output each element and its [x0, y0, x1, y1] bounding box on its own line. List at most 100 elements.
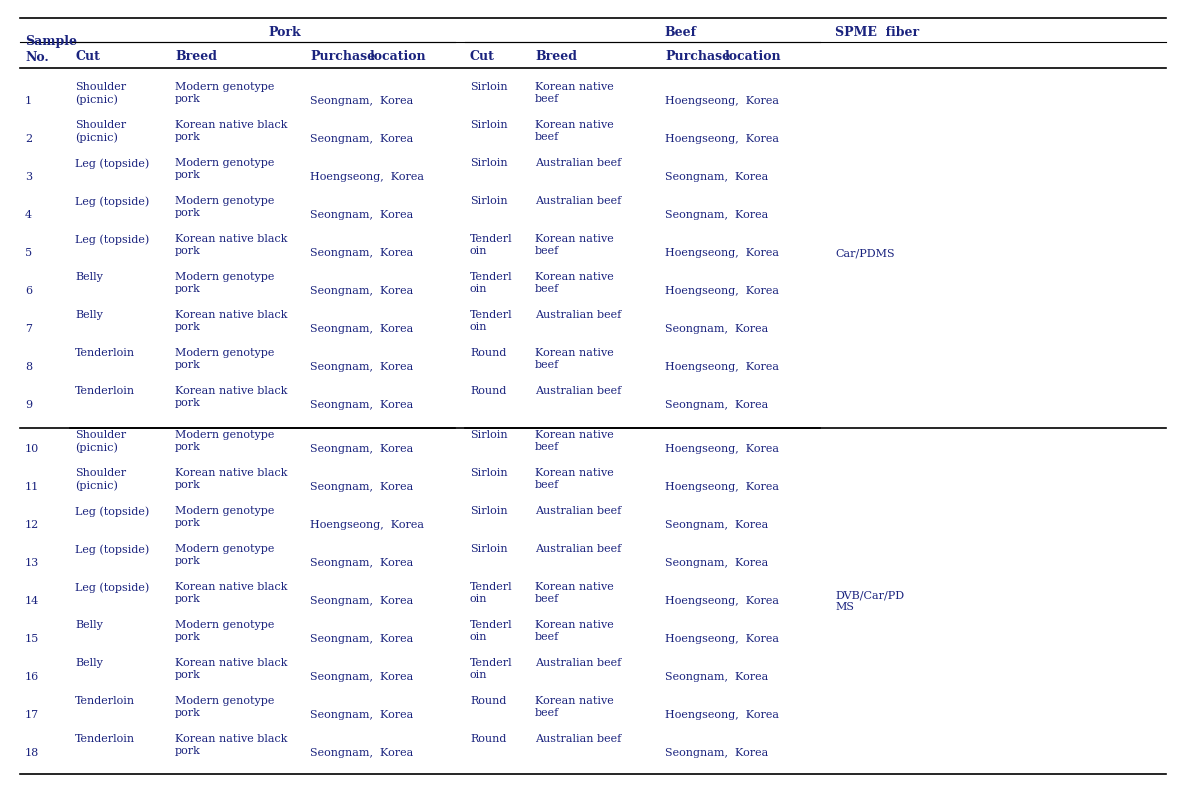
Text: Seongnam,  Korea: Seongnam, Korea — [310, 210, 413, 220]
Text: Seongnam,  Korea: Seongnam, Korea — [310, 134, 413, 144]
Text: Modern genotype
pork: Modern genotype pork — [176, 506, 274, 528]
Text: Round: Round — [470, 386, 506, 396]
Text: 18: 18 — [25, 748, 39, 758]
Text: Tenderloin: Tenderloin — [75, 734, 135, 744]
Text: Korean native
beef: Korean native beef — [535, 348, 613, 370]
Text: 3: 3 — [25, 172, 32, 182]
Text: Tenderl
oin: Tenderl oin — [470, 582, 512, 604]
Text: 17: 17 — [25, 710, 39, 720]
Text: Hoengseong,  Korea: Hoengseong, Korea — [665, 134, 779, 144]
Text: Seongnam,  Korea: Seongnam, Korea — [665, 172, 769, 182]
Text: Modern genotype
pork: Modern genotype pork — [176, 196, 274, 218]
Text: Shoulder
(picnic): Shoulder (picnic) — [75, 468, 126, 491]
Text: Seongnam,  Korea: Seongnam, Korea — [665, 210, 769, 220]
Text: Korean native
beef: Korean native beef — [535, 696, 613, 718]
Text: Hoengseong,  Korea: Hoengseong, Korea — [665, 482, 779, 492]
Text: Modern genotype
pork: Modern genotype pork — [176, 696, 274, 718]
Text: Seongnam,  Korea: Seongnam, Korea — [665, 520, 769, 530]
Text: Korean native black
pork: Korean native black pork — [176, 582, 287, 604]
Text: 5: 5 — [25, 248, 32, 258]
Text: Shoulder
(picnic): Shoulder (picnic) — [75, 430, 126, 453]
Text: Leg (topside): Leg (topside) — [75, 582, 149, 592]
Text: Hoengseong,  Korea: Hoengseong, Korea — [665, 444, 779, 454]
Text: Modern genotype
pork: Modern genotype pork — [176, 348, 274, 370]
Text: 2: 2 — [25, 134, 32, 144]
Text: Round: Round — [470, 696, 506, 706]
Text: Sirloin: Sirloin — [470, 544, 508, 554]
Text: Belly: Belly — [75, 620, 103, 630]
Text: Korean native black
pork: Korean native black pork — [176, 386, 287, 408]
Text: Korean native
beef: Korean native beef — [535, 272, 613, 294]
Text: Leg (topside): Leg (topside) — [75, 544, 149, 554]
Text: Seongnam,  Korea: Seongnam, Korea — [310, 400, 413, 410]
Text: Hoengseong,  Korea: Hoengseong, Korea — [665, 596, 779, 606]
Text: 7: 7 — [25, 324, 32, 334]
Text: Sirloin: Sirloin — [470, 468, 508, 478]
Text: Australian beef: Australian beef — [535, 310, 621, 320]
Text: Sample
No.: Sample No. — [25, 35, 77, 64]
Text: Hoengseong,  Korea: Hoengseong, Korea — [310, 172, 425, 182]
Text: 9: 9 — [25, 400, 32, 410]
Text: Seongnam,  Korea: Seongnam, Korea — [665, 672, 769, 682]
Text: Australian beef: Australian beef — [535, 506, 621, 516]
Text: 16: 16 — [25, 672, 39, 682]
Text: Korean native black
pork: Korean native black pork — [176, 120, 287, 142]
Text: Hoengseong,  Korea: Hoengseong, Korea — [665, 710, 779, 720]
Text: Korean native
beef: Korean native beef — [535, 620, 613, 642]
Text: Korean native
beef: Korean native beef — [535, 582, 613, 604]
Text: Tenderl
oin: Tenderl oin — [470, 620, 512, 642]
Text: Seongnam,  Korea: Seongnam, Korea — [310, 444, 413, 454]
Text: Sirloin: Sirloin — [470, 430, 508, 440]
Text: 15: 15 — [25, 634, 39, 644]
Text: Hoengseong,  Korea: Hoengseong, Korea — [665, 634, 779, 644]
Text: Sirloin: Sirloin — [470, 196, 508, 206]
Text: Tenderl
oin: Tenderl oin — [470, 234, 512, 256]
Text: Cut: Cut — [75, 49, 100, 62]
Text: 11: 11 — [25, 482, 39, 492]
Text: Seongnam,  Korea: Seongnam, Korea — [665, 748, 769, 758]
Text: Sirloin: Sirloin — [470, 120, 508, 130]
Text: Round: Round — [470, 734, 506, 744]
Text: Korean native
beef: Korean native beef — [535, 120, 613, 142]
Text: Modern genotype
pork: Modern genotype pork — [176, 158, 274, 180]
Text: 4: 4 — [25, 210, 32, 220]
Text: Seongnam,  Korea: Seongnam, Korea — [310, 362, 413, 372]
Text: Australian beef: Australian beef — [535, 196, 621, 206]
Text: Shoulder
(picnic): Shoulder (picnic) — [75, 82, 126, 104]
Text: Tenderloin: Tenderloin — [75, 696, 135, 706]
Text: Seongnam,  Korea: Seongnam, Korea — [665, 400, 769, 410]
Text: Belly: Belly — [75, 658, 103, 668]
Text: 6: 6 — [25, 286, 32, 296]
Text: 14: 14 — [25, 596, 39, 606]
Text: Seongnam,  Korea: Seongnam, Korea — [310, 748, 413, 758]
Text: Seongnam,  Korea: Seongnam, Korea — [310, 248, 413, 258]
Text: Korean native black
pork: Korean native black pork — [176, 468, 287, 490]
Text: Round: Round — [470, 348, 506, 358]
Text: Purchase: Purchase — [310, 49, 375, 62]
Text: Modern genotype
pork: Modern genotype pork — [176, 544, 274, 566]
Text: SPME  fiber: SPME fiber — [835, 26, 919, 39]
Text: Korean native black
pork: Korean native black pork — [176, 310, 287, 332]
Text: Modern genotype
pork: Modern genotype pork — [176, 620, 274, 642]
Text: Seongnam,  Korea: Seongnam, Korea — [310, 596, 413, 606]
Text: Purchase: Purchase — [665, 49, 731, 62]
Text: Australian beef: Australian beef — [535, 658, 621, 668]
Text: Korean native
beef: Korean native beef — [535, 82, 613, 104]
Text: DVB/Car/PD
MS: DVB/Car/PD MS — [835, 590, 904, 612]
Text: 13: 13 — [25, 558, 39, 568]
Text: Korean native
beef: Korean native beef — [535, 430, 613, 452]
Text: Korean native black
pork: Korean native black pork — [176, 734, 287, 756]
Text: Seongnam,  Korea: Seongnam, Korea — [310, 482, 413, 492]
Text: Leg (topside): Leg (topside) — [75, 234, 149, 244]
Text: Sirloin: Sirloin — [470, 82, 508, 92]
Text: Tenderl
oin: Tenderl oin — [470, 658, 512, 680]
Text: Tenderl
oin: Tenderl oin — [470, 272, 512, 294]
Text: Tenderloin: Tenderloin — [75, 348, 135, 358]
Text: Beef: Beef — [664, 26, 696, 39]
Text: Belly: Belly — [75, 310, 103, 320]
Text: location: location — [370, 49, 427, 62]
Text: Korean native black
pork: Korean native black pork — [176, 658, 287, 680]
Text: Breed: Breed — [535, 49, 578, 62]
Text: Car/PDMS: Car/PDMS — [835, 248, 894, 258]
Text: Tenderl
oin: Tenderl oin — [470, 310, 512, 332]
